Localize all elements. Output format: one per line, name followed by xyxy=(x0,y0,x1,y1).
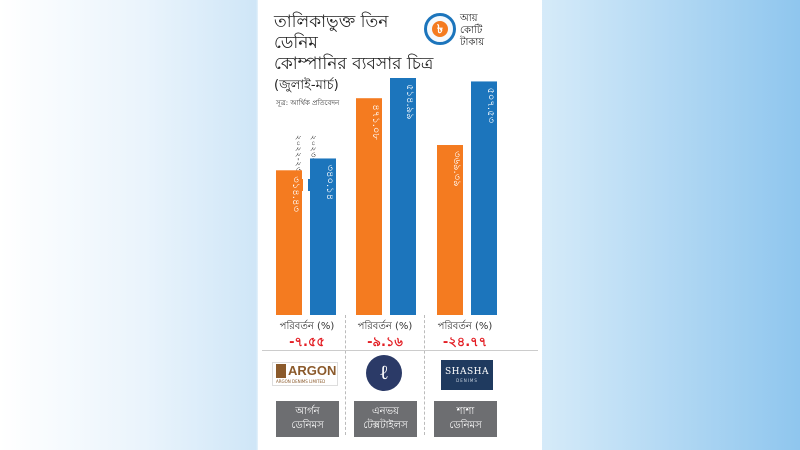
argon-logo-sub: ARGON DENIMS LIMITED xyxy=(276,379,326,384)
unit-line-2: কোটি xyxy=(460,25,483,36)
shasha-logo-sub: DENIMS xyxy=(456,378,478,383)
shasha-name-line-2: ডেনিমস xyxy=(449,420,482,431)
bar-label-0-2: ৩৬৯.৩৯ xyxy=(451,151,462,187)
bar-label-1-1: ৫১৪.৯৯ xyxy=(404,84,415,120)
separator-1 xyxy=(345,315,346,435)
bar-label-1-0: ৩৪০.১৪ xyxy=(324,164,335,200)
legend-label-2022: ২০২২-২৩ xyxy=(294,135,303,173)
envoy-name-line-2: টেক্সটাইলস xyxy=(363,420,408,431)
envoy-logo-text: ℓ xyxy=(379,360,389,384)
unit-label: আয় কোটি টাকায় xyxy=(460,13,520,49)
separator-2 xyxy=(424,315,425,435)
company-name-argon: আর্গন ডেনিমস xyxy=(276,401,339,437)
unit-line-1: আয় xyxy=(460,13,478,24)
title-line-1: তালিকাভুক্ত তিন ডেনিম xyxy=(274,12,389,53)
argon-logo-text: ARGON xyxy=(288,363,337,378)
source-note: সূত্র: আর্থিক প্রতিবেদন xyxy=(276,99,340,107)
chart-title: তালিকাভুক্ত তিন ডেনিম কোম্পানির ব্যবসার … xyxy=(274,12,434,96)
bar-1-0 xyxy=(310,158,336,315)
taka-symbol: ৳ xyxy=(432,21,448,37)
change-label-shasha: পরিবর্তন (%) xyxy=(437,321,493,332)
bar-label-0-0: ৩১৪.৪৩ xyxy=(290,176,301,212)
bar-label-0-1: ৪৭১.০৮ xyxy=(370,104,381,140)
change-label-argon: পরিবর্তন (%) xyxy=(279,321,335,332)
envoy-name-line-1: এনভয় xyxy=(372,406,399,417)
argon-emblem-icon xyxy=(276,364,286,378)
bar-0-0 xyxy=(276,170,302,315)
unit-line-3: টাকায় xyxy=(460,37,485,48)
change-value-envoy: -৯.১৬ xyxy=(367,335,403,350)
bar-0-1 xyxy=(356,98,382,315)
argon-name-line-1: আর্গন xyxy=(295,406,320,417)
argon-logo: ARGON ARGON DENIMS LIMITED xyxy=(272,362,338,386)
chart-subtitle: (জুলাই-মার্চ) xyxy=(274,78,339,93)
legend-label-2023: ২০২৩-২৪ xyxy=(309,135,318,173)
bar-1-1 xyxy=(390,78,416,315)
shasha-logo: SHASHA DENIMS xyxy=(441,360,493,390)
shasha-logo-text: SHASHA xyxy=(444,367,490,377)
company-name-shasha: শাশা ডেনিমস xyxy=(434,401,497,437)
argon-name-line-2: ডেনিমস xyxy=(291,420,324,431)
change-value-argon: -৭.৫৫ xyxy=(289,335,325,350)
title-line-2: কোম্পানির ব্যবসার চিত্র xyxy=(274,54,434,74)
divider-line xyxy=(262,350,538,351)
change-value-shasha: -২৪.৭৭ xyxy=(442,335,488,350)
bar-0-2 xyxy=(437,145,463,315)
bar-1-2 xyxy=(471,81,497,315)
taka-icon: ৳ xyxy=(424,13,456,45)
envoy-logo: ℓ xyxy=(366,355,402,391)
company-name-envoy: এনভয় টেক্সটাইলস xyxy=(354,401,417,437)
change-label-envoy: পরিবর্তন (%) xyxy=(357,321,413,332)
shasha-name-line-1: শাশা xyxy=(456,406,475,417)
bar-label-1-2: ৫০৭.৫৩ xyxy=(485,87,496,123)
